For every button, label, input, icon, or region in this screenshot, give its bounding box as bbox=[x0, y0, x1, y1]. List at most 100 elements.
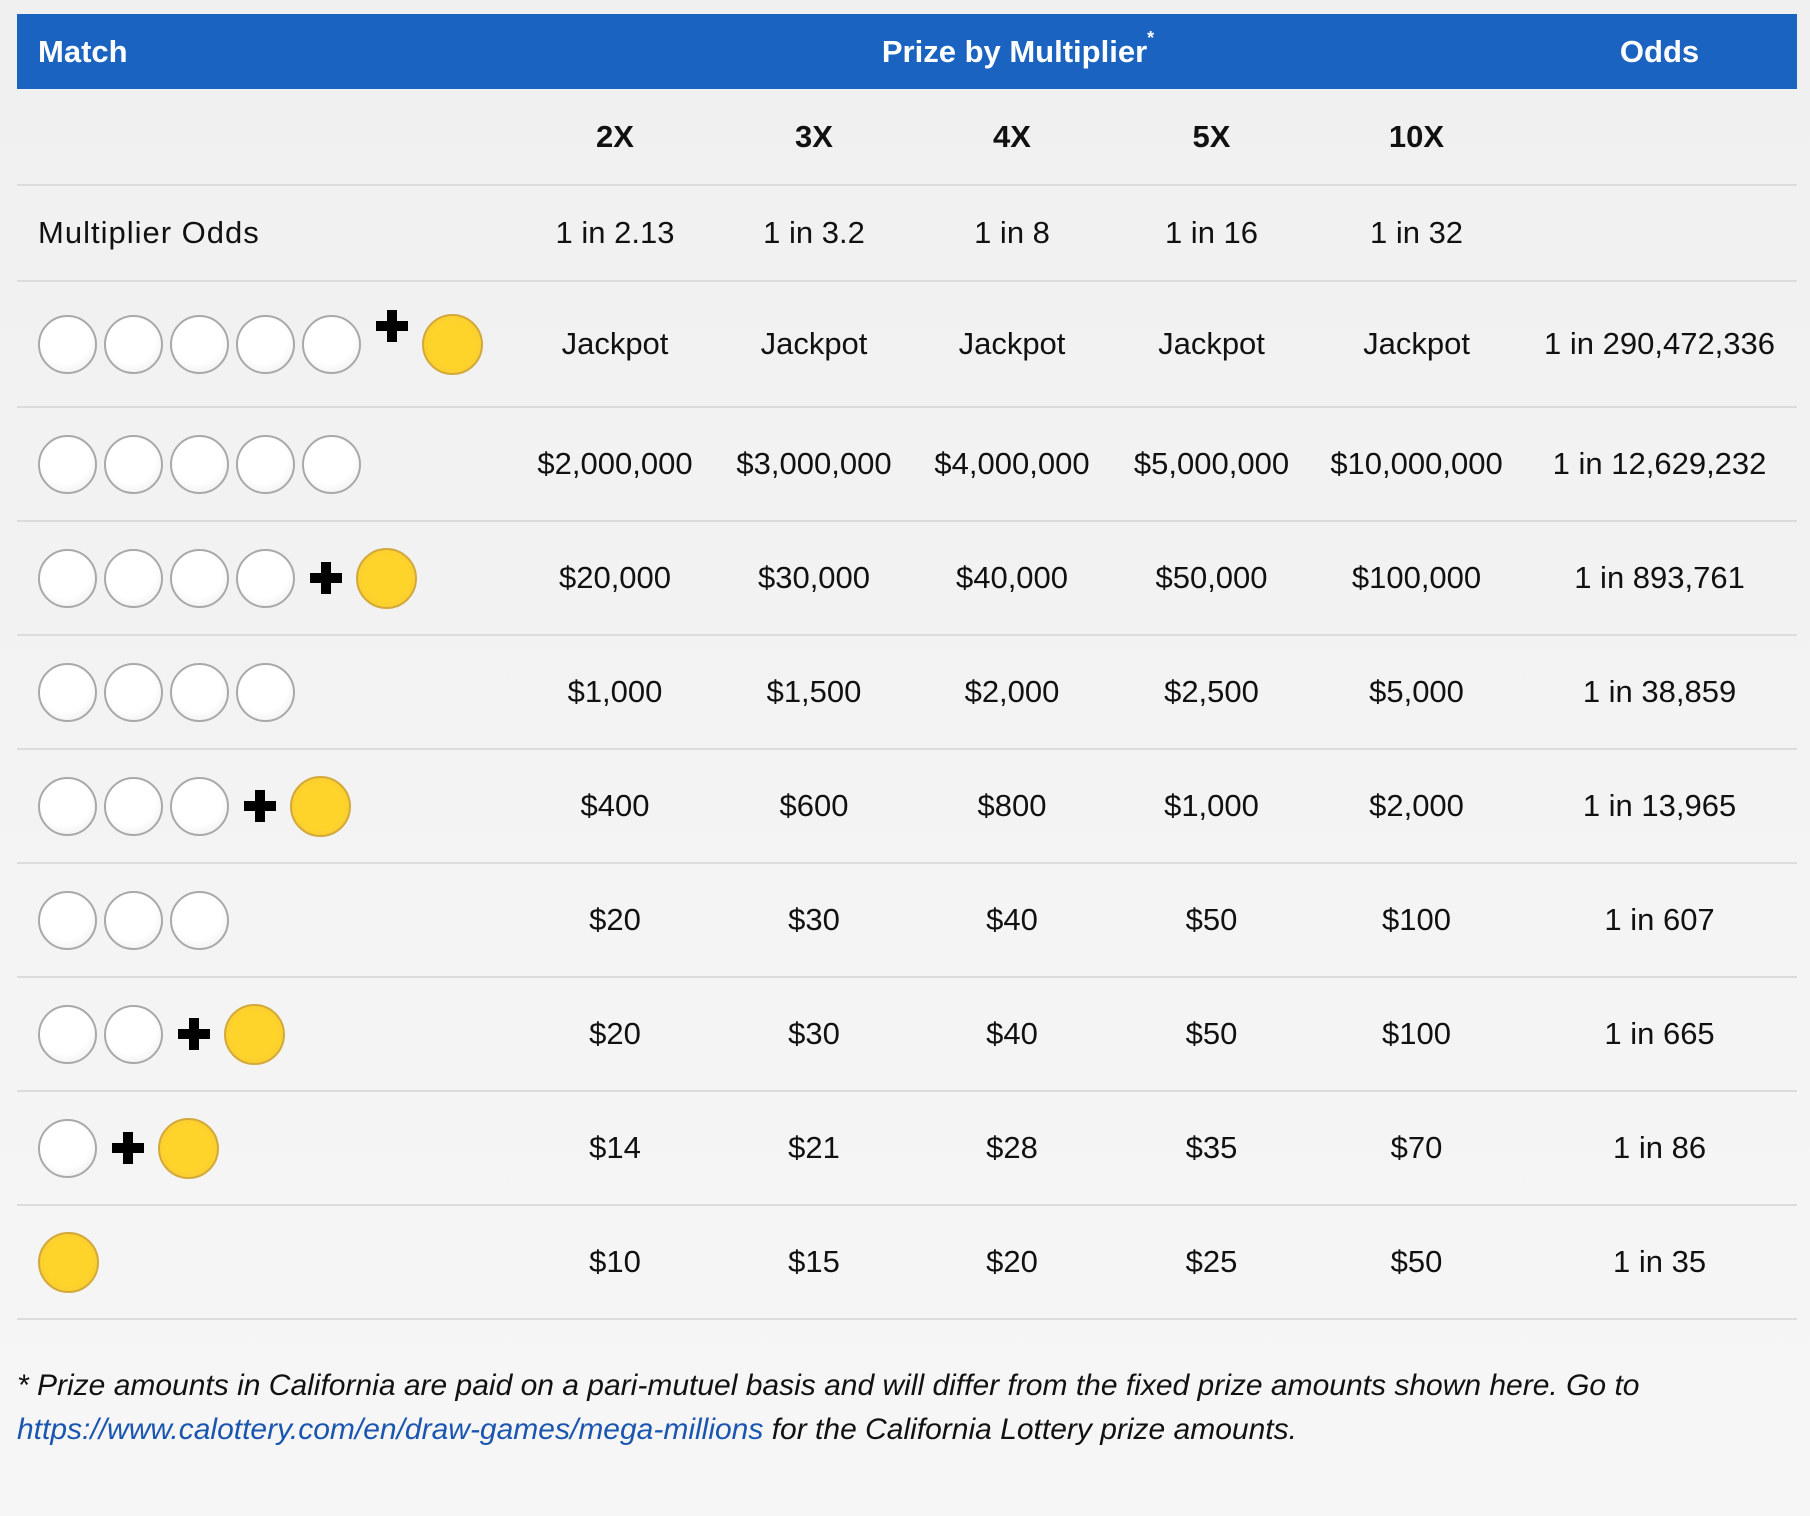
prize-row: $20 $30 $40 $50 $100 1 in 607 bbox=[17, 863, 1798, 977]
prize: $2,000 bbox=[1369, 788, 1464, 823]
match bbox=[17, 635, 514, 749]
footnote: * Prize amounts in California are paid o… bbox=[17, 1364, 1797, 1452]
prize: $2,000,000 bbox=[537, 446, 693, 481]
match bbox=[17, 407, 514, 521]
multiplier: 3X bbox=[795, 118, 833, 154]
prize: $3,000,000 bbox=[736, 446, 892, 481]
prize-row: $1,000 $1,500 $2,000 $2,500 $5,000 1 in 38,85… bbox=[17, 635, 1798, 749]
prize: $2,000 bbox=[964, 674, 1060, 709]
odds: 1 in 893,761 bbox=[1574, 560, 1745, 595]
odds: 1 in 607 bbox=[1604, 902, 1715, 937]
prize: $20 bbox=[589, 1016, 641, 1051]
multiplier-odds-label: Multiplier Odds bbox=[38, 215, 260, 250]
prize: Jackpot bbox=[760, 326, 868, 361]
prize-row: Jackpot Jackpot Jackpot Jackpot Jackpot 1 in … bbox=[17, 281, 1798, 407]
header-row: Match Prize by Multiplier* Odds bbox=[17, 14, 1798, 89]
prize-row: $10 $15 $20 $25 $50 1 in 35 bbox=[17, 1205, 1798, 1319]
prize-row: $20,000 $30,000 $40,000 $50,000 $100,000 1 in… bbox=[17, 521, 1798, 635]
prize: $1,500 bbox=[766, 674, 862, 709]
footnote-link[interactable]: https://www.calottery.com/en/draw-games/… bbox=[17, 1413, 764, 1446]
prize: $800 bbox=[977, 788, 1047, 823]
match bbox=[17, 521, 514, 635]
multiplier: 4X bbox=[993, 118, 1031, 154]
prize-table-wrap: Match Prize by Multiplier* Odds 2X 3X 4X 5X… bbox=[17, 14, 1798, 1452]
prize-header-text: Prize by Multiplier bbox=[881, 33, 1148, 69]
blank bbox=[1522, 185, 1797, 281]
prize: $1,000 bbox=[567, 674, 663, 709]
prize: $100 bbox=[1382, 1016, 1451, 1051]
match bbox=[17, 749, 514, 863]
prize-header: Prize by Multiplier* bbox=[514, 14, 1522, 89]
prize: Jackpot bbox=[958, 326, 1066, 361]
prize: $70 bbox=[1390, 1130, 1443, 1165]
prize: $5,000,000 bbox=[1133, 446, 1290, 481]
odds: 1 in 290,472,336 bbox=[1544, 326, 1776, 361]
prize: $4,000,000 bbox=[934, 446, 1090, 481]
prize: $40,000 bbox=[955, 560, 1069, 595]
footnote-text: * Prize amounts in California are paid o… bbox=[17, 1369, 1640, 1402]
multiplier-row: 2X 3X 4X 5X 10X bbox=[17, 89, 1798, 185]
multiplier: 2X bbox=[596, 118, 634, 154]
footnote-text: for the California Lottery prize amounts… bbox=[763, 1413, 1297, 1446]
prize: $100,000 bbox=[1351, 560, 1482, 595]
match-header: Match bbox=[38, 33, 128, 69]
multiplier-odds: 1 in 3.2 bbox=[763, 215, 865, 250]
match bbox=[17, 281, 514, 407]
prize: $14 bbox=[589, 1130, 641, 1165]
prize: Jackpot bbox=[1158, 326, 1265, 361]
prize: $25 bbox=[1185, 1244, 1238, 1279]
multiplier-odds: 1 in 16 bbox=[1164, 215, 1259, 250]
prize: Jackpot bbox=[1363, 326, 1470, 361]
multiplier-odds: 1 in 8 bbox=[974, 215, 1050, 250]
odds: 1 in 38,859 bbox=[1582, 674, 1737, 709]
prize: $21 bbox=[788, 1130, 840, 1165]
multiplier: 10X bbox=[1388, 118, 1445, 154]
blank bbox=[17, 89, 514, 185]
prize: $30 bbox=[788, 1016, 840, 1051]
prize: $50 bbox=[1185, 1016, 1238, 1051]
match bbox=[17, 977, 514, 1091]
match bbox=[17, 863, 514, 977]
odds-header: Odds bbox=[1619, 33, 1700, 69]
prize-row: $14 $21 $28 $35 $70 1 in 86 bbox=[17, 1091, 1798, 1205]
prize: $20 bbox=[986, 1244, 1038, 1279]
prize: $1,000 bbox=[1164, 788, 1259, 823]
prize: Jackpot bbox=[561, 326, 669, 361]
odds: 1 in 665 bbox=[1604, 1016, 1715, 1051]
prize: $50,000 bbox=[1155, 560, 1268, 595]
prize: $50 bbox=[1185, 902, 1238, 937]
multiplier: 5X bbox=[1192, 118, 1231, 154]
prize: $50 bbox=[1390, 1244, 1443, 1279]
multiplier-odds: 1 in 32 bbox=[1369, 215, 1464, 250]
prize-row: $400 $600 $800 $1,000 $2,000 1 in 13,965 bbox=[17, 749, 1798, 863]
prize: $100 bbox=[1382, 902, 1451, 937]
odds: 1 in 35 bbox=[1612, 1244, 1707, 1279]
multiplier-odds: 1 in 2.13 bbox=[555, 215, 675, 250]
multiplier-odds-row: Multiplier Odds 1 in 2.13 1 in 3.2 1 in 8 1 … bbox=[17, 185, 1798, 281]
match bbox=[17, 1091, 514, 1205]
prize: $40 bbox=[986, 1016, 1038, 1051]
prize: $15 bbox=[788, 1244, 840, 1279]
prize: $20 bbox=[589, 902, 641, 937]
prize: $5,000 bbox=[1369, 674, 1464, 709]
prize-table: Match Prize by Multiplier* Odds 2X 3X 4X 5X… bbox=[17, 14, 1798, 1320]
prize: $30,000 bbox=[757, 560, 871, 595]
prize: $35 bbox=[1185, 1130, 1238, 1165]
prize: $600 bbox=[779, 788, 849, 823]
prize: $28 bbox=[986, 1130, 1038, 1165]
odds: 1 in 13,965 bbox=[1582, 788, 1737, 823]
prize: $20,000 bbox=[558, 560, 672, 595]
prize: $40 bbox=[986, 902, 1038, 937]
prize-row: $20 $30 $40 $50 $100 1 in 665 bbox=[17, 977, 1798, 1091]
prize-row: $2,000,000 $3,000,000 $4,000,000 $5,000,000… bbox=[17, 407, 1798, 521]
prize-mark: * bbox=[1147, 28, 1155, 49]
prize: $2,500 bbox=[1164, 674, 1259, 709]
prize: $30 bbox=[788, 902, 840, 937]
prize: $400 bbox=[580, 788, 650, 823]
match bbox=[17, 1205, 514, 1319]
blank bbox=[1522, 89, 1797, 185]
prize: $10 bbox=[589, 1244, 641, 1279]
odds: 1 in 12,629,232 bbox=[1552, 446, 1767, 481]
odds: 1 in 86 bbox=[1612, 1130, 1707, 1165]
